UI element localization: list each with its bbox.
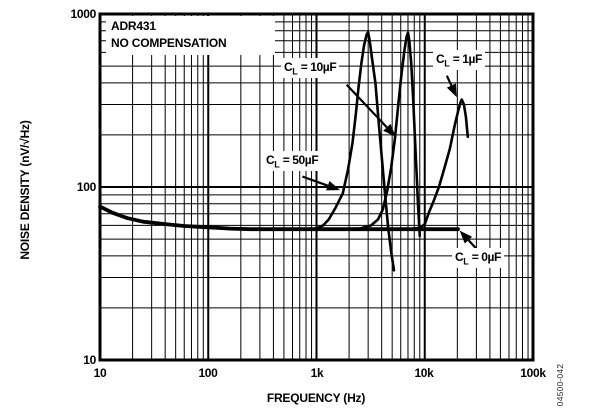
y-tick-100: 100 <box>76 180 96 194</box>
x-axis-title: FREQUENCY (Hz) <box>266 391 366 405</box>
device-name: ADR431 <box>111 19 156 33</box>
x-tick-1k: 1k <box>310 366 324 380</box>
y-tick-10: 10 <box>83 353 96 367</box>
curve-label-cl-0uf: CL = 0µF <box>452 248 504 269</box>
curve-cl50f <box>98 30 396 272</box>
x-tick-10k: 10k <box>414 366 434 380</box>
y-axis-title: NOISE DENSITY (nV/√Hz) <box>18 120 32 260</box>
curve-label-cl-10uf: CL = 10µF <box>281 58 340 79</box>
annotation-arrow-cl-1uf <box>445 75 457 98</box>
curve-cl0f <box>98 204 460 232</box>
y-tick-1000: 1000 <box>70 7 97 21</box>
x-tick-100k: 100k <box>520 366 546 380</box>
curve-label-cl-1uf: CL = 1µF <box>433 50 485 71</box>
annotation-device-title: ADR431 NO COMPENSATION <box>106 16 275 55</box>
annotation-arrow-cl-10uf <box>345 83 396 137</box>
condition-label: NO COMPENSATION <box>111 36 227 50</box>
x-tick-100: 100 <box>198 366 218 380</box>
curve-label-cl-50uf: CL = 50µF <box>263 151 322 172</box>
plot-border <box>98 12 535 362</box>
x-tick-10: 10 <box>93 366 107 380</box>
figure-code: 04500-042 <box>555 363 565 407</box>
annotation-arrow-cl-50uf <box>301 175 341 191</box>
